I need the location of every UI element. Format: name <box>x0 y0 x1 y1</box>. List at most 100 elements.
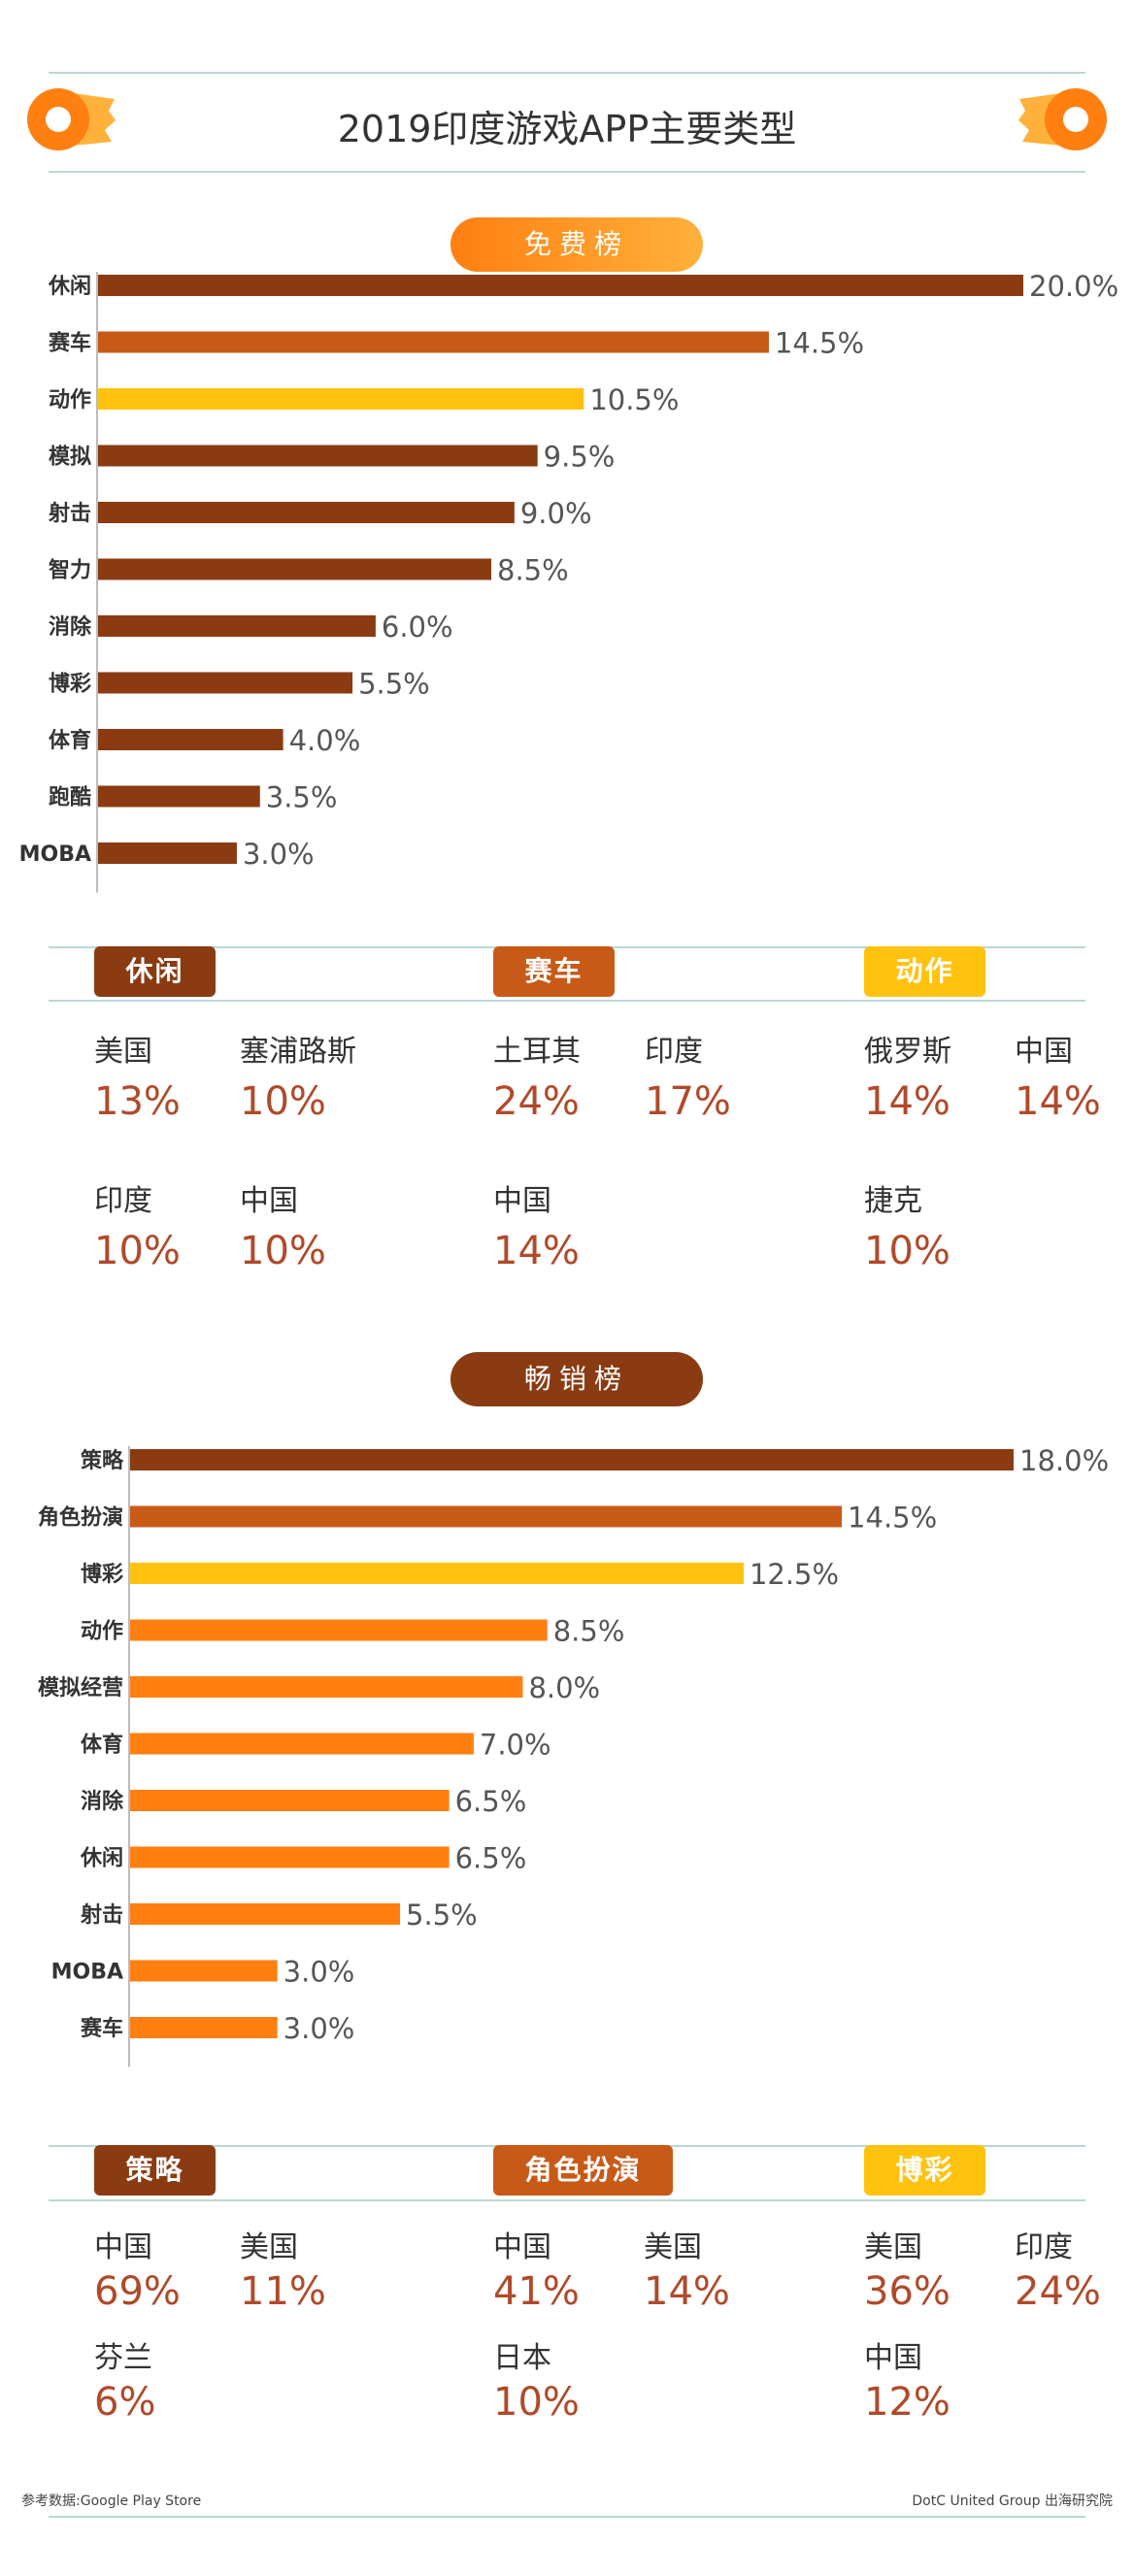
value-label: 5.5% <box>358 668 430 701</box>
category-label: 博彩 <box>81 1562 123 1587</box>
bar <box>98 729 284 750</box>
country-share: 10% <box>240 1229 326 1273</box>
category-label: 体育 <box>81 1733 123 1758</box>
category-label: 跑酷 <box>49 786 91 810</box>
category-label: 智力 <box>49 558 91 583</box>
bar <box>98 842 237 864</box>
bar <box>130 1903 401 1925</box>
grossing-details-bottom-rule <box>49 2199 1085 2201</box>
bar <box>130 1563 744 1584</box>
country-name: 塞浦路斯 <box>240 1035 356 1069</box>
footer-rule <box>49 2516 1085 2518</box>
bar <box>98 388 584 410</box>
category-label: 动作 <box>49 388 91 413</box>
country-share: 17% <box>645 1079 731 1124</box>
value-label: 9.5% <box>544 441 616 474</box>
category-badge: 动作 <box>864 946 985 997</box>
country-name: 印度 <box>94 1184 152 1218</box>
value-label: 14.5% <box>775 327 864 360</box>
value-label: 4.0% <box>289 724 361 757</box>
category-label: 赛车 <box>80 2016 123 2041</box>
top-rule <box>49 72 1085 74</box>
value-label: 3.0% <box>284 2012 355 2045</box>
country-share: 10% <box>864 1229 951 1273</box>
country-name: 芬兰 <box>94 2341 152 2375</box>
category-label: 角色扮演 <box>38 1505 123 1531</box>
country-name: 美国 <box>644 2230 702 2264</box>
page-title: 2019印度游戏APP主要类型 <box>337 108 797 150</box>
country-name: 日本 <box>493 2341 551 2375</box>
category-label: 博彩 <box>49 672 91 697</box>
footer-brand: DotC United Group 出海研究院 <box>912 2493 1113 2509</box>
value-label: 3.5% <box>266 781 338 814</box>
bar <box>130 1619 548 1641</box>
value-label: 8.5% <box>497 554 569 587</box>
category-label: 动作 <box>81 1620 123 1644</box>
country-share: 14% <box>864 1079 951 1124</box>
category-badge: 角色扮演 <box>493 2145 673 2196</box>
bar <box>130 1449 1014 1470</box>
country-share: 6% <box>94 2380 156 2425</box>
grossing-chart-header: 畅销榜 <box>450 1352 703 1406</box>
country-name: 中国 <box>864 2341 922 2375</box>
bar <box>98 502 515 523</box>
category-badge: 休闲 <box>94 946 216 997</box>
value-label: 6.5% <box>455 1842 527 1875</box>
country-name: 美国 <box>864 2230 922 2264</box>
category-label: 模拟 <box>49 446 91 470</box>
free-chart: 休闲 20.0% 赛车 14.5% 动作 10.5% 模拟 9.5% 射击 9.0% 智力 8.5% 消… <box>19 270 1118 893</box>
grossing-chart: 策略 18.0% 角色扮演 14.5% 博彩 12.5% 动作 8.5% 模拟经营 8.0% 体育 7… <box>38 1444 1109 2067</box>
bar <box>130 1960 278 1982</box>
category-badge: 策略 <box>94 2145 216 2196</box>
free-details-bottom-rule <box>49 1000 1085 1002</box>
country-name: 中国 <box>493 2230 551 2264</box>
country-share: 69% <box>94 2269 181 2314</box>
donut-logo-icon <box>1018 88 1107 150</box>
country-name: 中国 <box>94 2230 152 2264</box>
bar <box>98 558 492 580</box>
country-share: 14% <box>493 1229 580 1273</box>
donut-logo-icon <box>27 88 116 150</box>
country-share: 14% <box>644 2269 730 2314</box>
country-share: 14% <box>1015 1079 1101 1124</box>
country-name: 美国 <box>94 1035 152 1069</box>
value-label: 6.0% <box>382 611 453 644</box>
category-label: 体育 <box>49 728 91 753</box>
value-label: 8.0% <box>528 1671 600 1704</box>
category-label: 消除 <box>49 614 92 640</box>
category-label: 休闲 <box>80 1847 123 1871</box>
value-label: 10.5% <box>589 383 679 416</box>
value-label: 7.0% <box>480 1729 551 1762</box>
bar <box>130 1676 523 1698</box>
country-name: 捷克 <box>864 1184 922 1218</box>
bar <box>98 275 1023 296</box>
value-label: 3.0% <box>284 1956 355 1989</box>
bar <box>98 615 376 637</box>
value-label: 20.0% <box>1029 270 1118 303</box>
category-label: 模拟经营 <box>38 1675 123 1701</box>
value-label: 6.5% <box>455 1785 527 1818</box>
bar <box>130 1505 843 1528</box>
country-share: 24% <box>493 1079 580 1124</box>
country-name: 美国 <box>240 2230 298 2264</box>
category-label: 休闲 <box>48 275 91 299</box>
bar <box>130 1846 450 1868</box>
free-chart-header: 免费榜 <box>450 217 703 272</box>
country-name: 印度 <box>645 1035 703 1069</box>
bar <box>130 1790 450 1811</box>
country-name: 土耳其 <box>493 1035 581 1069</box>
country-name: 中国 <box>240 1184 298 1218</box>
country-share: 41% <box>493 2269 580 2314</box>
value-label: 12.5% <box>750 1558 839 1591</box>
country-name: 俄罗斯 <box>864 1035 951 1069</box>
value-label: 18.0% <box>1019 1444 1109 1477</box>
title-rule <box>49 171 1085 173</box>
category-badge: 博彩 <box>864 2145 985 2196</box>
category-label: 射击 <box>80 1902 123 1928</box>
country-share: 12% <box>864 2380 951 2425</box>
category-label: MOBA <box>19 842 91 867</box>
footer-source: 参考数据:Google Play Store <box>21 2493 202 2509</box>
value-label: 5.5% <box>406 1899 478 1932</box>
category-label: 赛车 <box>48 331 91 356</box>
country-name: 印度 <box>1015 2230 1073 2264</box>
